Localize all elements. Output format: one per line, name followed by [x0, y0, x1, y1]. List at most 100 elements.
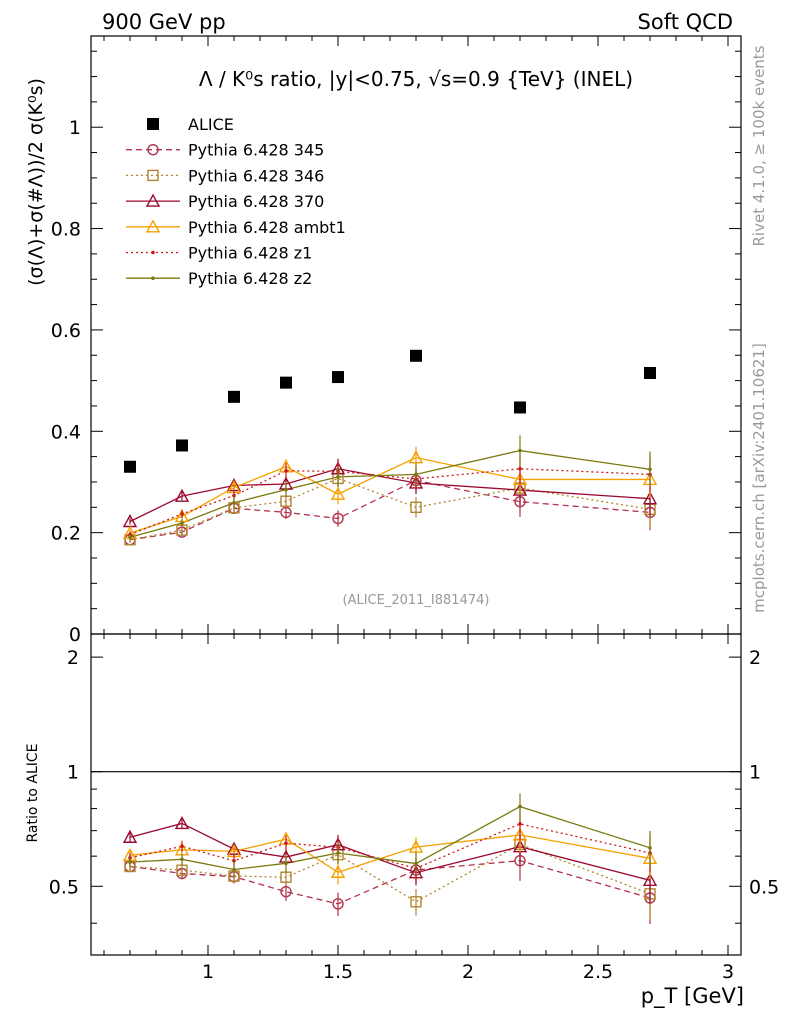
- legend-label-pythia-6-428-370: Pythia 6.428 370: [188, 192, 324, 211]
- data-point-pythia-6-428-z2: [180, 521, 184, 525]
- ratio-point-pythia-6-428-ambt1: [408, 839, 424, 853]
- ratio-point-pythia-6-428-z2: [232, 867, 236, 872]
- ratio-point-pythia-6-428-346: [410, 896, 422, 908]
- ratio-tick-label-right: 0.5: [749, 876, 779, 898]
- ratio-line-pythia-6-428-ambt1: [129, 834, 651, 873]
- x-tick-label: 3: [722, 961, 734, 983]
- ratio-point-pythia-6-428-z2: [128, 860, 132, 864]
- y-axis-label: (σ(Λ)+σ(#Λ))/2 σ(K⁰s): [25, 78, 47, 286]
- ratio-line-pythia-6-428-370: [129, 822, 651, 881]
- ratio-point-pythia-6-428-z2: [518, 804, 522, 809]
- data-point-pythia-6-428-z2: [518, 448, 522, 453]
- legend-marker-pythia-6-428-346: [147, 169, 159, 182]
- rivet-label: Rivet 4.1.0, ≥ 100k events: [750, 45, 768, 246]
- chart-title: Λ / K⁰s ratio, |y|<0.75, √s=0.9 {TeV} (I…: [199, 67, 633, 91]
- x-tick-label: 1.5: [323, 961, 353, 983]
- data-point-alice: [280, 376, 292, 389]
- ratio-tick-label-right: 2: [749, 647, 761, 669]
- data-point-pythia-6-428-z2: [648, 467, 652, 472]
- data-point-pythia-6-428-z1: [284, 469, 288, 473]
- legend-label-pythia-6-428-z1: Pythia 6.428 z1: [188, 244, 312, 263]
- data-point-pythia-6-428-370: [642, 491, 658, 505]
- ratio-point-pythia-6-428-z2: [414, 861, 418, 866]
- ratio-point-pythia-6-428-z2: [180, 857, 184, 862]
- data-point-pythia-6-428-z2: [128, 535, 132, 540]
- ratio-point-pythia-6-428-370: [122, 829, 138, 843]
- ratio-point-pythia-6-428-370: [642, 872, 658, 887]
- series-line-pythia-6-428-ambt1: [129, 456, 650, 534]
- ratio-line-pythia-6-428-z2: [129, 805, 651, 871]
- legend-marker-pythia-6-428-370: [145, 193, 161, 207]
- data-point-alice: [124, 460, 136, 473]
- ratio-point-pythia-6-428-345: [280, 886, 292, 898]
- legend-marker-pythia-6-428-z2: [151, 276, 155, 281]
- ratio-point-pythia-6-428-z2: [648, 846, 652, 850]
- legend-marker-pythia-6-428-ambt1: [145, 219, 161, 233]
- legend-marker-pythia-6-428-z1: [151, 250, 155, 255]
- data-point-pythia-6-428-z2: [284, 487, 288, 492]
- x-tick-label: 1: [202, 961, 214, 983]
- data-point-pythia-6-428-z2: [414, 472, 418, 477]
- series-line-pythia-6-428-z1: [129, 468, 651, 536]
- ratio-y-axis-label: Ratio to ALICE: [25, 743, 41, 842]
- series-line-pythia-6-428-346: [129, 477, 651, 541]
- ratio-tick-label: 0.5: [49, 876, 79, 898]
- y-tick-label: 1: [69, 117, 81, 139]
- legend-marker-pythia-6-428-345: [147, 143, 159, 156]
- x-tick-label: 2: [462, 961, 474, 983]
- series-line-pythia-6-428-z2: [129, 449, 651, 538]
- ratio-point-pythia-6-428-370: [174, 816, 190, 830]
- mcplots-label: mcplots.cern.ch [arXiv:2401.10621]: [750, 343, 768, 613]
- data-point-alice: [514, 401, 526, 414]
- y-tick-label: 0.8: [51, 219, 81, 241]
- ratio-tick-label: 1: [67, 762, 79, 784]
- data-point-pythia-6-428-z1: [518, 466, 522, 471]
- data-point-pythia-6-428-ambt1: [512, 471, 528, 486]
- x-tick-label: 2.5: [583, 961, 613, 983]
- data-point-pythia-6-428-z1: [180, 512, 184, 516]
- ratio-point-pythia-6-428-z1: [518, 822, 522, 826]
- y-tick-label: 0.4: [51, 421, 81, 443]
- header-left: 900 GeV pp: [102, 10, 226, 34]
- ratio-tick-label-right: 1: [749, 762, 761, 784]
- data-point-pythia-6-428-ambt1: [408, 450, 424, 464]
- data-point-pythia-6-428-z1: [232, 493, 236, 498]
- legend-label-pythia-6-428-ambt1: Pythia 6.428 ambt1: [188, 218, 346, 237]
- ratio-point-pythia-6-428-z1: [232, 859, 236, 863]
- ratio-line-pythia-6-428-346: [129, 843, 651, 903]
- ratio-line-pythia-6-428-345: [129, 860, 651, 905]
- ratio-tick-label: 2: [67, 647, 79, 669]
- analysis-id: (ALICE_2011_I881474): [343, 593, 490, 608]
- header-right: Soft QCD: [638, 10, 733, 34]
- ratio-point-pythia-6-428-z2: [336, 851, 340, 855]
- data-point-alice: [228, 390, 240, 403]
- data-point-pythia-6-428-346: [410, 501, 422, 514]
- legend-label-pythia-6-428-345: Pythia 6.428 345: [188, 141, 324, 160]
- data-point-pythia-6-428-z2: [232, 500, 236, 505]
- ratio-point-pythia-6-428-345: [332, 898, 344, 910]
- ratio-point-pythia-6-428-ambt1: [512, 827, 528, 841]
- series-line-pythia-6-428-345: [129, 479, 651, 541]
- y-tick-label: 0.6: [51, 320, 81, 342]
- data-point-alice: [644, 367, 656, 380]
- data-point-alice: [332, 371, 344, 384]
- ratio-point-pythia-6-428-ambt1: [330, 864, 346, 878]
- data-point-alice: [410, 349, 422, 362]
- ratio-point-pythia-6-428-z1: [180, 844, 184, 849]
- ratio-line-pythia-6-428-z1: [129, 823, 651, 870]
- ratio-point-pythia-6-428-z1: [284, 841, 288, 845]
- x-axis-label: p_T [GeV]: [641, 984, 744, 1009]
- y-tick-label: 0.2: [51, 523, 81, 545]
- data-point-pythia-6-428-370: [174, 488, 190, 502]
- legend-label-pythia-6-428-346: Pythia 6.428 346: [188, 166, 324, 185]
- y-tick-label: 0: [69, 624, 81, 646]
- ratio-point-pythia-6-428-z2: [284, 861, 288, 866]
- legend-label-alice: ALICE: [188, 115, 234, 134]
- series-line-pythia-6-428-370: [129, 468, 651, 523]
- data-point-pythia-6-428-345: [332, 512, 344, 525]
- legend-label-pythia-6-428-z2: Pythia 6.428 z2: [188, 269, 312, 288]
- legend-marker-alice: [147, 118, 159, 130]
- data-point-pythia-6-428-370: [512, 482, 528, 496]
- data-point-alice: [176, 439, 188, 452]
